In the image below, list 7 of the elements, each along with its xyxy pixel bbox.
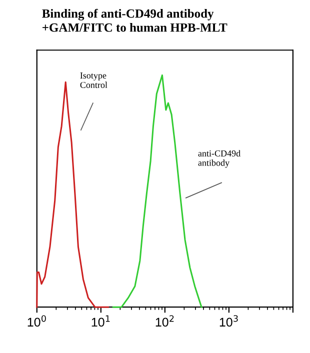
x-tick-label: 10$^{3}$ xyxy=(220,315,238,327)
annotation: Isotype Control xyxy=(80,72,108,88)
x-tick-label: 10$^{0}$ xyxy=(28,315,46,327)
x-tick-label: 10$^{1}$ xyxy=(92,315,110,327)
chart-title: Binding of anti-CD49d antibody +GAM/FITC to human HPB-MLT xyxy=(42,8,228,32)
x-tick-label: 10$^{2}$ xyxy=(156,315,174,327)
annotation: anti-CD49d antibody xyxy=(198,150,240,168)
